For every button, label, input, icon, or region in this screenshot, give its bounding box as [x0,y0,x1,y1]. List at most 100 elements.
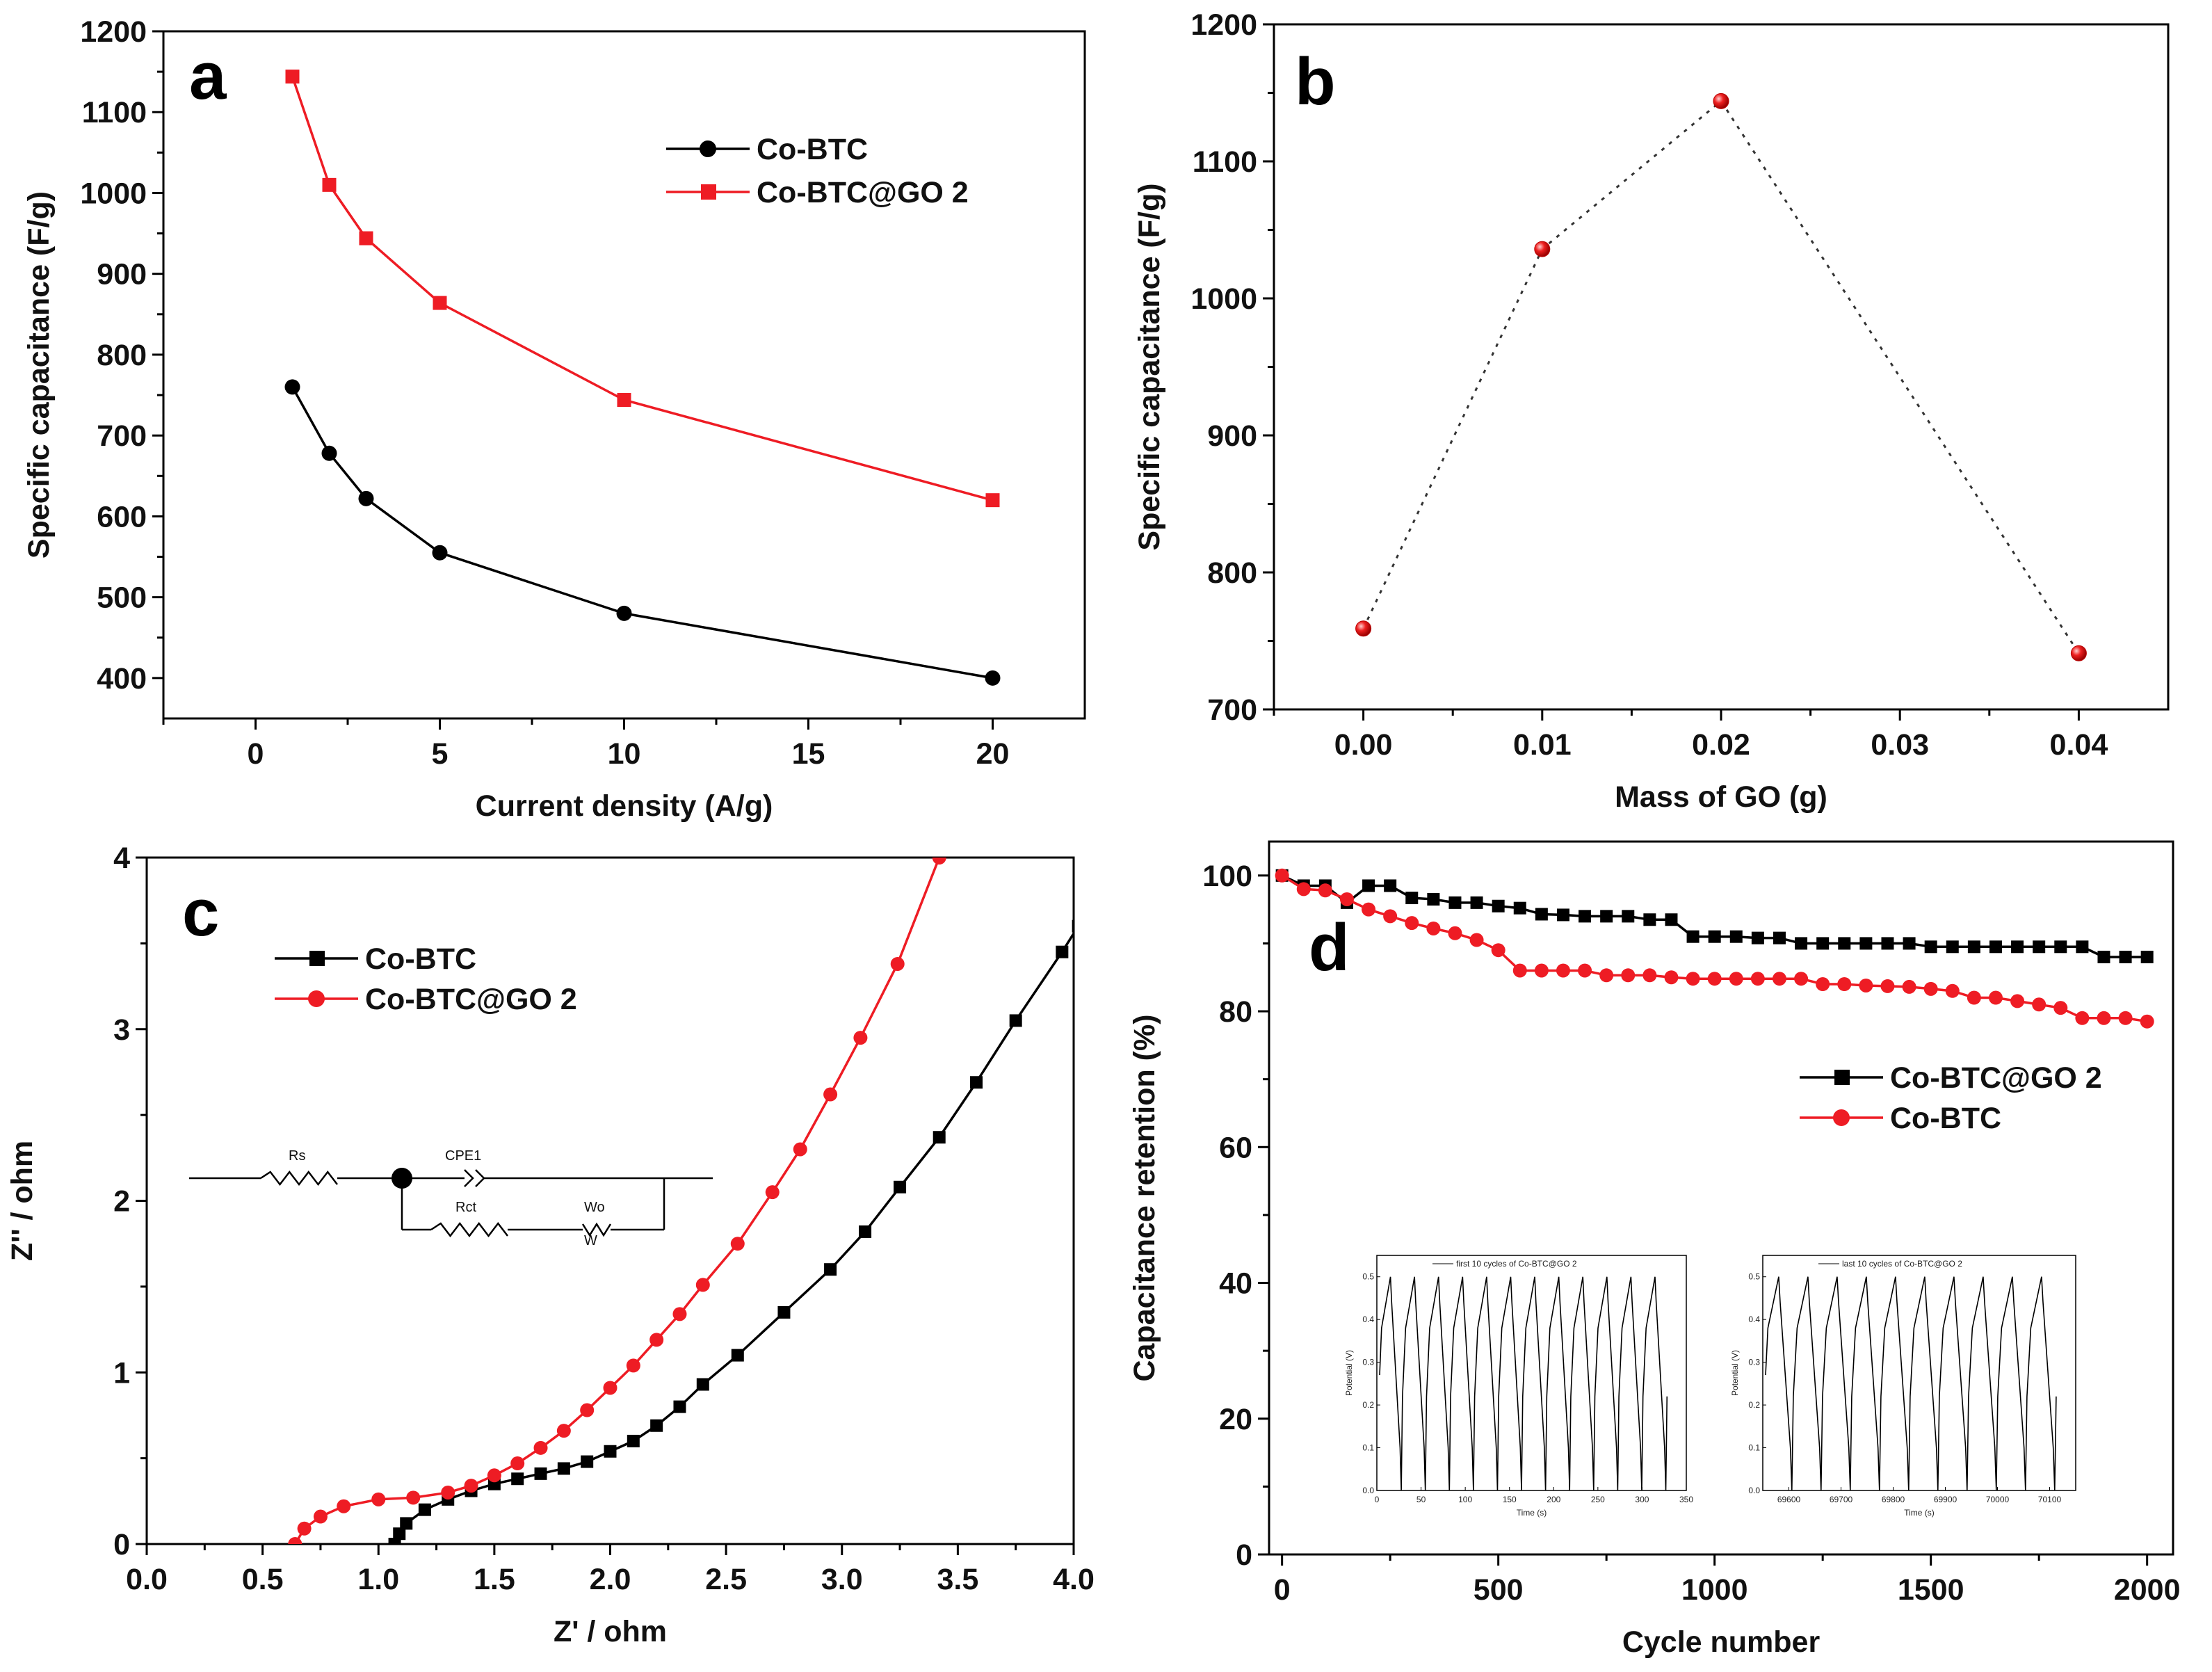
data-point [1426,921,1441,935]
data-point [1837,977,1852,991]
panel-letter: d [1309,910,1350,985]
y-tick-label: 1100 [1193,145,1257,179]
inset-gcd-1: 0.0 0.1 0.2 0.3 0.4 0.5 0 50 100 150 200 250 300 350 T… [1344,1255,1693,1518]
x-tick-label: 2000 [2114,1573,2181,1607]
y-tick-label: 40 [1219,1267,1252,1301]
data-point [649,1333,664,1347]
inset-y-tick-label: 0.2 [1362,1400,1374,1410]
data-point [777,1305,791,1319]
inset-x-tick-label: 70000 [1986,1495,2010,1504]
data-point [1534,963,1549,978]
y-tick-label: 20 [1219,1403,1252,1436]
data-point [1535,908,1548,921]
y-tick-label: 400 [97,662,147,696]
data-point [1491,943,1505,958]
data-point [1816,937,1830,950]
x-tick-label: 0.04 [2050,728,2108,762]
data-point [2119,950,2132,963]
inset-x-tick-label: 50 [1416,1495,1426,1504]
y-tick-label: 1 [113,1356,130,1390]
y-tick-label: 80 [1219,995,1252,1029]
data-point [890,956,905,971]
data-point [393,1527,406,1541]
data-point [441,1485,455,1500]
inset-x-title: Time (s) [1904,1508,1935,1518]
data-point [1534,241,1551,257]
data-point [1643,913,1656,926]
data-point [1448,926,1462,940]
data-point [730,1237,745,1251]
x-tick-label: 3.0 [821,1563,863,1596]
data-point [288,1537,302,1544]
data-point [1686,972,1700,986]
y-axis-title: Z'' / ohm [6,1141,39,1261]
legend-label: Co-BTC [1890,1102,2001,1135]
y-tick-label: 800 [97,339,147,372]
data-point [894,1180,907,1193]
x-tick-label: 0.02 [1692,728,1750,762]
data-point [1642,968,1657,983]
inset-y-tick-label: 0.1 [1362,1443,1374,1453]
data-point [1946,940,1959,954]
data-point [1296,882,1311,897]
inset-y-tick-label: 0.4 [1362,1315,1374,1324]
y-axis-title: Specific capacitance (F/g) [22,191,56,558]
inset-gcd-2: 0.0 0.1 0.2 0.3 0.4 0.5 69600 69700 69800 69900 70… [1730,1255,2076,1518]
data-point [534,1467,547,1480]
y-tick-label: 4 [113,842,130,875]
data-point [371,1492,386,1506]
y-tick-label: 700 [1207,693,1257,727]
panel-letter: b [1295,45,1336,119]
data-point [432,545,448,561]
data-point [1072,919,1074,933]
data-point [2033,940,2046,954]
data-point [616,605,632,621]
data-point [2075,1011,2090,1025]
cpe-element [464,1169,485,1187]
data-point [2010,994,2025,1008]
x-axis-title: Current density (A/g) [476,789,773,823]
x-tick-label: 0 [248,737,264,771]
y-tick-label: 0 [1236,1538,1252,1572]
data-point [1579,910,1592,923]
x-tick-label: 1.5 [474,1563,515,1596]
data-point [2097,1011,2111,1025]
y-tick-label: 1200 [1190,8,1257,42]
equivalent-circuit: Rs CPE1 Rct Wo W [189,1148,713,1248]
data-point [1967,990,1981,1005]
data-point [985,670,1001,686]
data-point [1009,1014,1022,1027]
data-point [1729,972,1743,986]
data-point [765,1185,780,1200]
data-point [284,379,300,395]
data-point [1880,979,1895,993]
data-point [1708,930,1721,943]
data-point [627,1434,640,1447]
legend: Co-BTC Co-BTC@GO 2 [666,133,969,209]
y-tick-label: 1100 [82,96,147,129]
panel-letter: a [189,39,227,113]
data-point [1924,940,1937,954]
data-point [400,1517,413,1530]
data-point [2070,645,2087,661]
label-wo: Wo [584,1200,605,1215]
x-tick-label: 3.5 [937,1563,978,1596]
panel-letter: c [182,876,219,950]
data-point [1686,930,1700,943]
series-layer [1355,93,2087,661]
data-point [1945,983,1960,998]
legend-label: Co-BTC@GO 2 [365,983,577,1016]
x-tick-label: 1500 [1898,1573,1964,1607]
inset-x-title: Time (s) [1517,1508,1547,1518]
legend-marker [308,990,325,1007]
data-point [1362,879,1375,892]
series-line-0 [291,386,993,680]
data-point [1275,868,1289,883]
data-point [1427,892,1440,906]
x-tick-label: 0.03 [1871,728,1929,762]
inset-y-title: Potential (V) [1344,1350,1354,1396]
panel-c: 0.0 0.5 1.0 1.5 2.0 2.5 3.0 3.5 4.0 0 1 2 3 4 Z' / ohm… [6,842,1095,1648]
x-tick-label: 15 [792,737,825,771]
label-rct: Rct [455,1200,476,1215]
x-tick-label: 2.5 [705,1563,747,1596]
